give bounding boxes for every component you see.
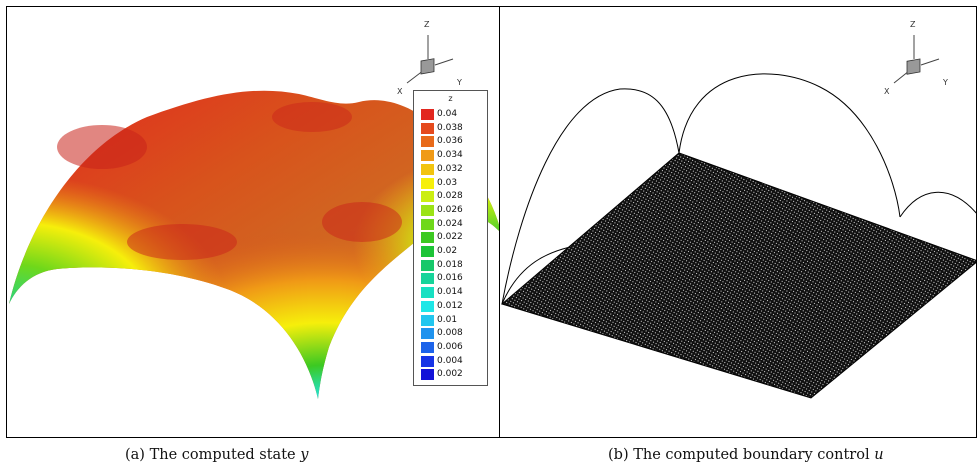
legend-label: 0.006 bbox=[437, 341, 463, 352]
legend-swatch bbox=[421, 122, 434, 134]
legend-row: 0.012 bbox=[421, 300, 463, 312]
axis-z-label: Z bbox=[910, 20, 916, 29]
caption-b-variable: u bbox=[874, 447, 884, 463]
legend-row: 0.01 bbox=[421, 314, 458, 326]
legend-swatch bbox=[421, 300, 434, 312]
axis-y-label: Y bbox=[456, 78, 462, 87]
legend-label: 0.03 bbox=[437, 177, 458, 188]
legend-label: 0.038 bbox=[437, 122, 463, 133]
legend-row: 0.034 bbox=[421, 150, 463, 162]
legend-label: 0.036 bbox=[437, 136, 463, 147]
legend-swatch bbox=[421, 287, 434, 299]
legend-swatch bbox=[421, 204, 434, 216]
legend-label: 0.012 bbox=[437, 300, 463, 311]
legend-label: 0.01 bbox=[437, 314, 458, 325]
legend-row: 0.04 bbox=[421, 109, 457, 120]
legend-row: 0.02 bbox=[421, 246, 457, 257]
caption-panel-b: (b) The computed boundary control u bbox=[608, 447, 884, 463]
panel-computed-state: Z X Y z 0.04 0.038 0.036 0.034 0.032 0.03 0.02… bbox=[6, 6, 500, 438]
control-arc bbox=[501, 88, 680, 305]
legend-swatch bbox=[421, 177, 434, 189]
axis-z-label: Z bbox=[424, 20, 430, 29]
control-arc bbox=[899, 191, 976, 218]
legend-swatch bbox=[421, 246, 434, 257]
legend-swatch bbox=[421, 355, 434, 367]
contour-legend: z 0.04 0.038 0.036 0.034 0.032 0.03 0.028 0.026… bbox=[413, 90, 488, 386]
legend-swatch bbox=[421, 150, 434, 162]
control-arc bbox=[501, 246, 571, 305]
legend-swatch bbox=[421, 191, 434, 203]
legend-row: 0.038 bbox=[421, 122, 463, 134]
legend-row: 0.024 bbox=[421, 218, 463, 230]
legend-label: 0.026 bbox=[437, 204, 463, 215]
legend-row: 0.006 bbox=[421, 341, 463, 353]
legend-label: 0.04 bbox=[437, 109, 458, 119]
axis-triad: Z X Y bbox=[884, 20, 948, 96]
legend-swatch bbox=[421, 314, 434, 326]
legend-label: 0.002 bbox=[437, 369, 463, 380]
state-surface-plot: Z X Y bbox=[9, 20, 499, 399]
legend-swatch bbox=[421, 369, 434, 381]
legend-row: 0.028 bbox=[421, 191, 463, 203]
legend-row: 0.032 bbox=[421, 163, 463, 175]
legend-swatch bbox=[421, 218, 434, 230]
legend-label: 0.028 bbox=[437, 191, 463, 202]
axis-x-label: X bbox=[397, 87, 403, 96]
legend-label: 0.004 bbox=[437, 355, 463, 366]
caption-b-text: (b) The computed boundary control bbox=[608, 447, 875, 463]
caption-a-variable: y bbox=[300, 447, 309, 463]
legend-swatch bbox=[421, 136, 434, 148]
legend-row: 0.022 bbox=[421, 232, 463, 244]
legend-row: 0.008 bbox=[421, 328, 463, 340]
legend-label: 0.02 bbox=[437, 246, 458, 256]
legend-row: 0.016 bbox=[421, 273, 463, 285]
legend-swatch bbox=[421, 163, 434, 175]
legend-swatch bbox=[421, 259, 434, 271]
axis-x-label: X bbox=[884, 87, 890, 96]
legend-label: 0.018 bbox=[437, 259, 463, 270]
panel-boundary-control: Z X Y bbox=[499, 6, 977, 438]
legend-swatch bbox=[421, 109, 434, 120]
boundary-control-plot: Z X Y bbox=[500, 20, 976, 399]
legend-swatch bbox=[421, 328, 434, 340]
axis-triad: Z X Y bbox=[397, 20, 462, 96]
legend-label: 0.032 bbox=[437, 163, 463, 174]
legend-label: 0.008 bbox=[437, 328, 463, 339]
legend-label: 0.034 bbox=[437, 150, 463, 161]
legend-label: 0.016 bbox=[437, 273, 463, 284]
mesh-plane bbox=[500, 152, 976, 399]
legend-swatch bbox=[421, 273, 434, 285]
legend-title: z bbox=[448, 94, 453, 103]
legend-label: 0.024 bbox=[437, 218, 463, 229]
axis-y-label: Y bbox=[942, 78, 948, 87]
legend-label: 0.014 bbox=[437, 287, 463, 298]
legend-row: 0.002 bbox=[421, 369, 463, 381]
legend-row: 0.03 bbox=[421, 177, 458, 189]
legend-label: 0.022 bbox=[437, 232, 463, 243]
legend-row: 0.014 bbox=[421, 287, 463, 299]
legend-row: 0.018 bbox=[421, 259, 463, 271]
legend-swatch bbox=[421, 232, 434, 244]
legend-row: 0.036 bbox=[421, 136, 463, 148]
legend-row: 0.004 bbox=[421, 355, 463, 367]
legend-row: 0.026 bbox=[421, 204, 463, 216]
caption-a-text: (a) The computed state bbox=[125, 447, 301, 463]
caption-panel-a: (a) The computed state y bbox=[125, 447, 308, 463]
control-arc bbox=[678, 73, 901, 218]
legend-swatch bbox=[421, 341, 434, 353]
